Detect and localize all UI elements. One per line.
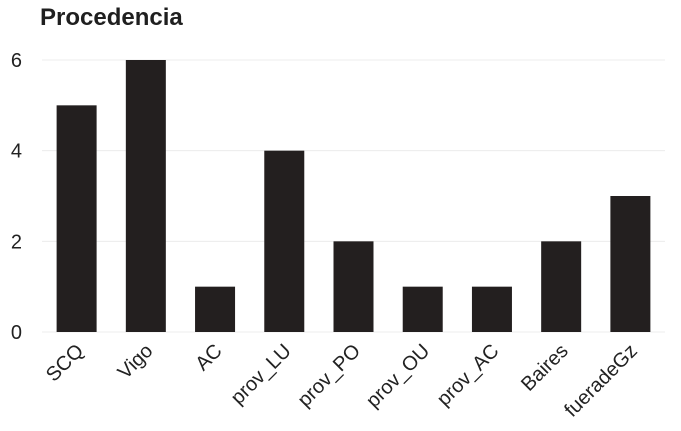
bar-prov-po bbox=[333, 241, 374, 332]
bar-prov-ac bbox=[471, 286, 512, 332]
x-category-label: Baires bbox=[517, 340, 573, 396]
x-category-label: prov_LU bbox=[227, 340, 296, 409]
x-category-label: SCQ bbox=[42, 340, 88, 386]
bar-fueradegz bbox=[610, 196, 651, 332]
y-tick-label: 2 bbox=[11, 231, 22, 253]
x-category-label: prov_OU bbox=[362, 340, 434, 412]
x-category-label: AC bbox=[191, 340, 226, 375]
bar-vigo bbox=[125, 60, 166, 332]
bars bbox=[56, 60, 651, 332]
x-category-label: prov_PO bbox=[294, 340, 365, 411]
y-tick-label: 4 bbox=[11, 141, 22, 163]
bar-baires bbox=[541, 241, 582, 332]
y-tick-label: 0 bbox=[11, 322, 22, 344]
x-category-label: Vigo bbox=[114, 340, 158, 384]
bar-ac bbox=[195, 286, 236, 332]
bar-scq bbox=[56, 105, 97, 332]
x-category-label: fueradeGz bbox=[560, 340, 642, 422]
bar-prov-lu bbox=[264, 150, 305, 332]
y-axis-ticks: 0 2 4 6 bbox=[11, 50, 22, 344]
bar-prov-ou bbox=[402, 286, 443, 332]
x-category-label: prov_AC bbox=[433, 340, 504, 411]
y-tick-label: 6 bbox=[11, 50, 22, 72]
chart-title: Procedencia bbox=[40, 4, 183, 31]
